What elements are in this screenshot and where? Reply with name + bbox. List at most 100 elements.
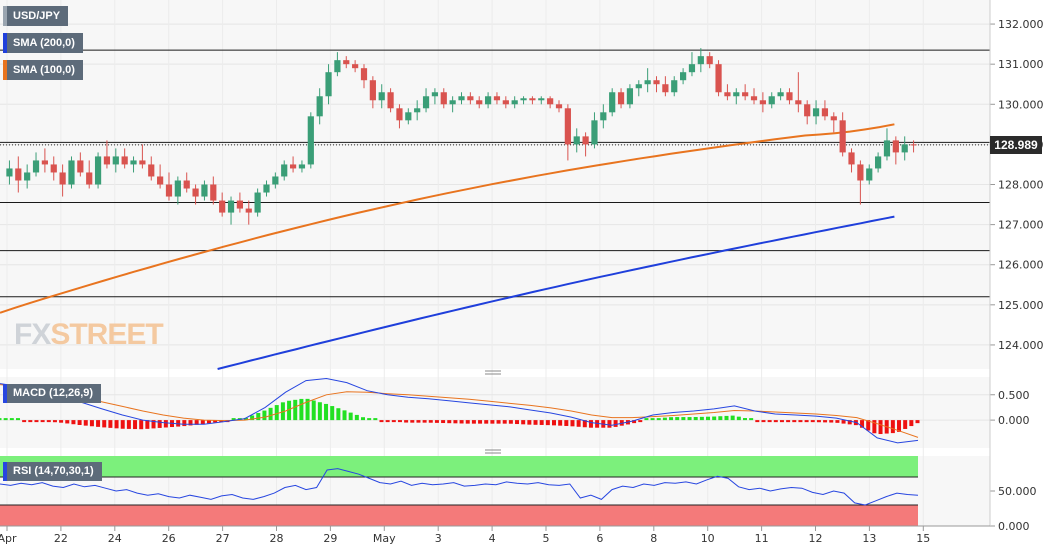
candle-body-97 <box>866 168 873 181</box>
macd-histogram-bar-124 <box>761 420 766 423</box>
x-tick-label-4: 27 <box>216 532 230 545</box>
panel-splitter-1[interactable] <box>485 370 501 375</box>
candle-body-17 <box>157 176 164 185</box>
candle-body-53 <box>476 100 483 105</box>
macd-histogram-bar-114 <box>699 416 704 421</box>
x-tick-label-11: 6 <box>596 532 603 545</box>
macd-histogram-bar-138 <box>847 420 852 425</box>
price-tick-label-7: 125.000 <box>998 299 1044 312</box>
macd-histogram-bar-149 <box>915 420 920 424</box>
macd-histogram-bar-9 <box>52 420 57 423</box>
legend-macd[interactable]: MACD (12,26,9) <box>3 384 102 403</box>
horizontal-levels <box>0 49 990 298</box>
macd-histogram-bar-16 <box>96 420 101 427</box>
candle-body-47 <box>422 96 430 109</box>
x-tick-label-5: 28 <box>270 532 284 545</box>
candle-body-29 <box>263 184 270 193</box>
x-tick-label-14: 11 <box>755 532 769 545</box>
candle-body-26 <box>236 200 244 209</box>
macd-histogram-bar-120 <box>736 416 741 421</box>
candle-body-100 <box>892 140 899 153</box>
candle-body-98 <box>875 156 882 169</box>
candle-body-91 <box>812 108 820 117</box>
macd-histogram-bar-127 <box>779 420 784 423</box>
macd-histogram-bar-100 <box>613 420 618 427</box>
macd-histogram-bar-2 <box>9 418 14 421</box>
rsi-tick-label-1: 0.000 <box>998 520 1030 533</box>
macd-histogram-bar-36 <box>219 420 224 423</box>
macd-histogram-bar-81 <box>496 420 501 424</box>
candle-body-94 <box>839 120 846 153</box>
macd-histogram-bar-129 <box>792 420 797 423</box>
candle-body-69 <box>617 92 625 105</box>
candle-body-57 <box>511 100 518 105</box>
logo-part1: FX <box>14 318 51 351</box>
sma200-line <box>217 215 895 370</box>
price-tick-label-1: 131.000 <box>998 58 1044 71</box>
candle-body-54 <box>484 96 492 105</box>
price-tick-label-5: 127.000 <box>998 219 1044 232</box>
candle-body-39 <box>352 64 359 69</box>
last-price-tag: 128.989 <box>990 135 1042 154</box>
macd-histogram-bar-90 <box>551 420 556 426</box>
candle-body-35 <box>316 96 323 117</box>
candle-body-14 <box>130 160 137 165</box>
rsi-tick-label-0: 50.000 <box>998 485 1037 498</box>
macd-tick-label-0: 0.500 <box>998 389 1030 402</box>
macd-signal-line <box>0 384 919 438</box>
candle-body-37 <box>334 60 341 73</box>
rsi-indicator <box>0 456 919 526</box>
macd-histogram-bar-30 <box>182 420 187 427</box>
macd-histogram-bar-48 <box>293 399 298 421</box>
candle-body-96 <box>857 164 864 181</box>
candle-body-16 <box>148 164 155 177</box>
macd-histogram-bar-99 <box>607 420 612 428</box>
candle-body-1 <box>15 168 22 181</box>
candle-body-8 <box>77 160 84 173</box>
candle-body-66 <box>591 120 598 145</box>
x-tick-label-2: 24 <box>108 532 122 545</box>
macd-histogram-bar-73 <box>447 420 452 424</box>
macd-histogram-bar-122 <box>749 418 754 421</box>
candle-body-93 <box>830 116 837 121</box>
moving-averages <box>0 123 895 370</box>
macd-histogram-bar-97 <box>595 420 600 428</box>
candle-body-18 <box>165 184 173 197</box>
candle-body-2 <box>24 172 31 181</box>
x-tick-label-0: Apr <box>0 532 17 545</box>
candle-body-13 <box>121 156 128 165</box>
macd-histogram-bar-79 <box>484 420 489 424</box>
macd-histogram-bar-12 <box>71 420 76 425</box>
macd-histogram-bar-91 <box>558 420 563 426</box>
macd-histogram-bar-25 <box>151 420 156 429</box>
panel-splitter-2[interactable] <box>485 449 501 454</box>
price-tick-label-2: 130.000 <box>998 98 1044 111</box>
candle-body-7 <box>68 160 75 185</box>
legend-sma200[interactable]: SMA (200,0) <box>3 33 83 53</box>
macd-histogram-bar-5 <box>28 420 33 423</box>
macd-histogram-bar-87 <box>533 420 538 425</box>
candle-body-79 <box>706 56 713 65</box>
macd-histogram-bar-117 <box>718 416 723 421</box>
macd-histogram-bar-83 <box>508 420 513 424</box>
price-tick-label-4: 128.000 <box>998 179 1044 192</box>
candle-body-0 <box>6 168 13 177</box>
x-tick-label-8: 3 <box>435 532 442 545</box>
legend-symbol[interactable]: USD/JPY <box>3 6 69 26</box>
candle-body-45 <box>405 112 412 121</box>
macd-histogram-bar-59 <box>361 417 366 421</box>
macd-histogram-bar-93 <box>570 420 575 427</box>
macd-histogram-bar-71 <box>434 420 439 423</box>
candle-body-82 <box>733 92 740 97</box>
candle-body-38 <box>343 60 350 65</box>
legend-rsi[interactable]: RSI (14,70,30,1) <box>3 462 102 481</box>
x-tick-label-16: 13 <box>862 532 876 545</box>
legend-sma100[interactable]: SMA (100,0) <box>3 60 83 80</box>
macd-histogram-bar-34 <box>206 420 211 424</box>
candle-body-87 <box>777 92 784 97</box>
candle-body-60 <box>538 98 545 101</box>
macd-histogram-bar-44 <box>268 407 273 421</box>
x-tick-label-10: 5 <box>543 532 550 545</box>
candle-body-61 <box>547 98 554 105</box>
